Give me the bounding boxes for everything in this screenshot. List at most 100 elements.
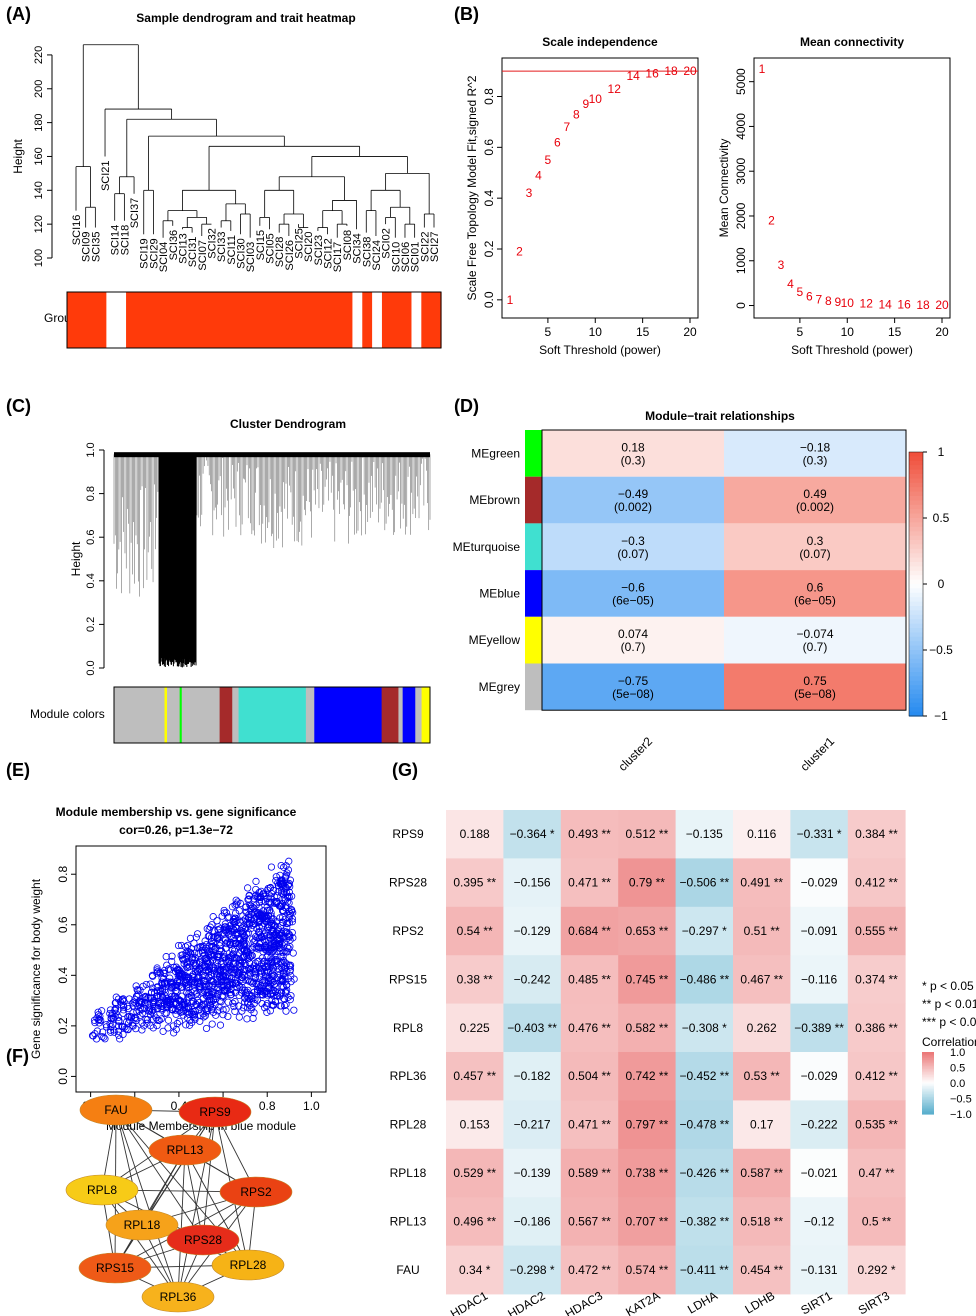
gene-point <box>232 900 241 908</box>
scale-swatch <box>909 663 923 669</box>
gene-point <box>231 914 239 922</box>
trait-bar-cell <box>263 292 275 348</box>
dendrogram-leaf-label: SCI15 <box>255 230 267 261</box>
corr-cell <box>790 1003 849 1053</box>
trait-bar-cell <box>342 292 354 348</box>
gene-point <box>202 985 210 993</box>
gene-point <box>132 992 141 1000</box>
network-edge <box>177 1149 186 1298</box>
corr-cell-value: 0.79 ** <box>629 876 665 890</box>
heatmap-cell <box>542 430 724 477</box>
trait-bar-cell <box>381 292 393 348</box>
heatmap-cell <box>542 663 724 711</box>
gene-point <box>271 997 280 1005</box>
corr-cell <box>560 955 619 1004</box>
corr-cell <box>560 906 619 956</box>
gene-point <box>229 925 237 933</box>
corr-cell <box>446 858 504 908</box>
corr-cell-value: 0.476 ** <box>568 1021 611 1035</box>
corr-cell-value: −0.116 <box>801 972 837 986</box>
gene-point <box>285 914 293 922</box>
gene-point <box>153 992 161 1000</box>
corr-cell-value: 0.518 ** <box>740 1214 783 1228</box>
gene-point <box>264 989 272 997</box>
corr-cell-value: 0.485 ** <box>568 972 611 986</box>
heatmap-cell <box>724 663 906 711</box>
panel-c-module-label: Module colors <box>30 707 105 721</box>
gene-point <box>200 972 209 980</box>
gene-point <box>107 1023 115 1031</box>
dendrogram-leaf-label: SCI32 <box>206 228 218 259</box>
scale-swatch <box>909 614 923 620</box>
corr-cell-value: 0.188 <box>460 827 490 841</box>
scale-swatch <box>909 460 923 466</box>
gene-point <box>176 969 184 977</box>
trait-bar-cell <box>352 292 363 348</box>
gene-point <box>93 1014 101 1022</box>
corr-cell <box>503 906 562 956</box>
dendrogram-leaf-label: SCI17 <box>332 242 344 273</box>
gene-point <box>252 944 260 952</box>
gene-point <box>269 886 278 895</box>
trait-bar-cell <box>96 292 107 348</box>
gene-point <box>257 932 266 940</box>
corr-cell <box>675 955 734 1004</box>
network-node-label: RPL8 <box>87 1183 117 1197</box>
gene-point <box>119 1006 128 1014</box>
dendrogram-leaf-label: SCI03 <box>245 242 257 273</box>
gene-point <box>231 1007 239 1015</box>
gene-point <box>247 904 255 913</box>
gene-point <box>190 1011 198 1019</box>
gene-point <box>245 911 253 919</box>
trait-bar-cell <box>67 292 78 348</box>
gene-point <box>279 952 287 960</box>
trait-column-label: cluster2 <box>616 734 656 774</box>
trait-bar-cell <box>313 292 324 348</box>
corr-cell-value: 0.574 ** <box>626 1263 669 1277</box>
gene-point <box>214 990 222 998</box>
cell-correlation: −0.3 <box>621 534 645 548</box>
gene-point <box>115 1031 123 1039</box>
gene-point <box>256 973 264 981</box>
gene-point <box>146 1022 155 1030</box>
gene-point <box>229 915 238 923</box>
corr-cell <box>675 1003 734 1053</box>
module-swatch <box>525 430 542 477</box>
scale-swatch <box>909 650 923 655</box>
gene-point <box>225 925 233 933</box>
cell-correlation: −0.75 <box>618 674 649 688</box>
gene-point <box>288 892 296 900</box>
gene-point <box>167 984 175 992</box>
B1-ytick-label: 0.8 <box>482 88 496 105</box>
corr-cell-value: −0.298 * <box>510 1263 555 1277</box>
B2-point-label: 14 <box>878 297 892 311</box>
network-node <box>166 1224 240 1256</box>
module-row-label: MEgreen <box>471 446 520 460</box>
heatmap-cell <box>724 616 906 664</box>
gene-point <box>215 950 223 959</box>
panel-e-membership-scatter: Module membership vs. gene significance c… <box>29 805 327 1133</box>
gene-point <box>286 883 294 891</box>
gene-point <box>269 931 277 939</box>
panel-c-ytick-label: 1.0 <box>85 442 97 457</box>
significance-legend-item: *** p < 0.001 <box>922 1015 976 1029</box>
gene-point <box>149 1000 158 1009</box>
gene-point <box>145 1007 153 1015</box>
gene-point <box>168 952 176 960</box>
B1-point-label: 5 <box>545 153 552 167</box>
gene-point <box>263 906 272 914</box>
panel-c-ytick-label: 0.6 <box>85 530 97 545</box>
panel-d-frame <box>541 429 907 711</box>
scale-swatch <box>909 452 923 457</box>
network-node <box>141 1281 215 1313</box>
gene-point <box>281 947 289 955</box>
scale-tick-label: 0.5 <box>933 511 950 525</box>
corr-cell-value: 0.412 ** <box>855 876 898 890</box>
panel-a-ytick-label: 100 <box>33 249 45 267</box>
scale-swatch <box>909 632 923 638</box>
corr-cell <box>847 1148 906 1198</box>
scale-swatch <box>909 628 923 633</box>
gene-point <box>289 949 297 957</box>
gene-point <box>214 935 222 943</box>
